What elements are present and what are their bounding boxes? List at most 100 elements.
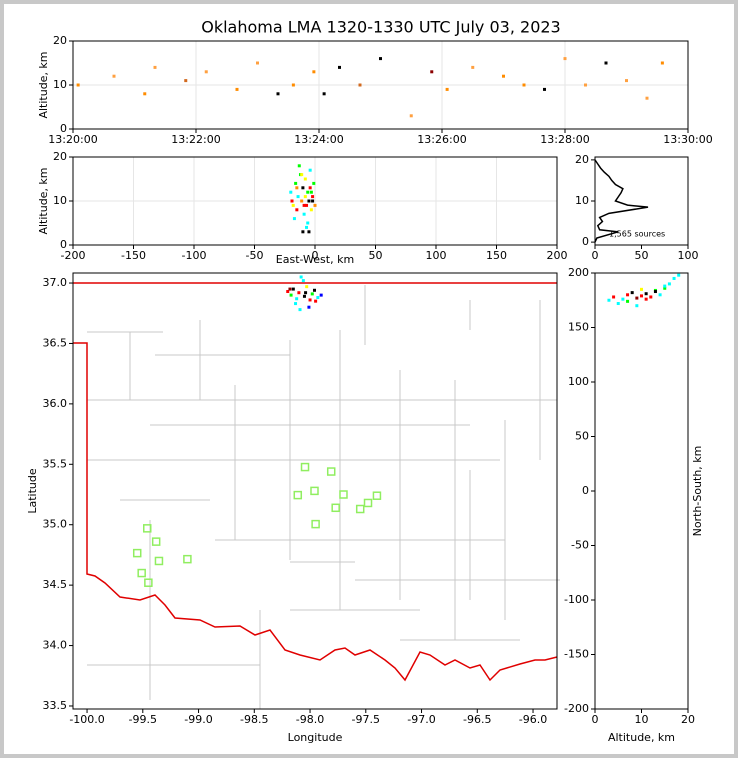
source-point [308, 186, 312, 190]
source-point [663, 284, 667, 288]
x-tick-label: -96.5 [463, 713, 491, 726]
source-point [143, 92, 147, 96]
y-tick-label: 150 [568, 321, 589, 334]
x-tick-label: -98.5 [240, 713, 268, 726]
y-tick-label: -100 [564, 593, 589, 606]
map-borders [73, 282, 560, 709]
y-tick-label: 20 [53, 34, 67, 47]
source-point [626, 293, 630, 297]
source-point [301, 186, 305, 190]
source-point [290, 199, 294, 203]
y-tick-label: 33.5 [43, 699, 68, 712]
x-tick-label: -99.5 [129, 713, 157, 726]
y-tick-label: 0 [60, 238, 67, 251]
source-point [302, 294, 306, 298]
source-point [649, 295, 653, 299]
source-point [502, 74, 505, 78]
figure-background [4, 4, 734, 754]
y-tick-label: 50 [575, 430, 589, 443]
source-point [300, 173, 304, 177]
state-border [73, 282, 558, 682]
y-tick-label: -50 [571, 539, 589, 552]
source-point [302, 203, 306, 207]
x-tick-label: 0 [592, 249, 599, 262]
source-point [289, 293, 293, 297]
x-tick-label: 0 [312, 249, 319, 262]
source-point [153, 65, 157, 69]
y-axis-label: Altitude, km [37, 51, 50, 118]
station-marker [183, 554, 192, 564]
x-tick-label: 200 [547, 249, 568, 262]
x-tick-label: -97.0 [407, 713, 435, 726]
station-marker [355, 504, 365, 514]
source-point [312, 70, 316, 74]
source-point [653, 290, 657, 294]
y-tick-label: 37.0 [43, 276, 68, 289]
source-point [235, 87, 239, 91]
station-marker [310, 486, 319, 496]
source-point [301, 230, 305, 234]
source-point [430, 70, 434, 74]
source-point [286, 289, 290, 293]
source-point [292, 217, 296, 221]
source-point [667, 282, 671, 286]
source-point [204, 70, 208, 74]
x-tick-label: -200 [61, 249, 86, 262]
source-point [296, 195, 300, 199]
x-tick-label: 13:28:00 [540, 133, 589, 146]
source-point [644, 292, 648, 296]
source-point [409, 114, 413, 118]
source-point [311, 195, 315, 199]
source-point [563, 57, 567, 61]
source-point [313, 203, 317, 207]
station-marker [372, 491, 382, 500]
y-tick-label: 20 [575, 153, 589, 166]
source-point [112, 74, 116, 78]
y-tick-label: 20 [53, 150, 67, 163]
x-axis-label: Longitude [288, 731, 343, 744]
source-point [299, 275, 303, 279]
source-point [379, 57, 382, 61]
station-marker [363, 498, 373, 508]
source-point [305, 203, 309, 207]
x-tick-label: 13:30:00 [663, 133, 712, 146]
source-point [304, 291, 308, 295]
source-point [308, 168, 312, 172]
source-point [297, 291, 301, 295]
source-point [295, 297, 299, 301]
y-tick-label: 0 [582, 235, 589, 248]
x-tick-label: -100.0 [69, 713, 104, 726]
y-tick-label: 34.0 [43, 639, 68, 652]
source-point [522, 83, 526, 87]
station-marker [132, 548, 142, 558]
source-point [295, 186, 299, 190]
x-tick-label: 20 [681, 713, 695, 726]
source-point [308, 298, 312, 302]
source-point [316, 296, 320, 300]
y-tick-label: -150 [564, 648, 589, 661]
source-point [256, 61, 259, 65]
x-axis-label: East-West, km [276, 253, 354, 266]
station-marker [293, 490, 303, 500]
source-point [291, 287, 295, 291]
source-point [301, 279, 305, 283]
source-point [616, 302, 620, 306]
source-point [543, 87, 546, 91]
y-tick-label: 34.5 [43, 578, 68, 591]
x-tick-label: -96.0 [519, 713, 547, 726]
source-point [309, 190, 313, 194]
source-point [471, 65, 475, 69]
plot-frame [72, 40, 689, 130]
source-point [319, 293, 323, 297]
y-tick-label: 100 [568, 375, 589, 388]
source-point [621, 297, 625, 301]
station-marker [151, 537, 161, 546]
figure-title: Oklahoma LMA 1320-1330 UTC July 03, 2023 [201, 18, 560, 37]
source-point [625, 79, 628, 83]
source-point [306, 221, 310, 225]
x-tick-label: -99.0 [184, 713, 212, 726]
x-tick-label: 13:26:00 [417, 133, 466, 146]
y-tick-label: 10 [53, 78, 67, 91]
source-point [644, 297, 648, 301]
source-point [184, 79, 188, 83]
